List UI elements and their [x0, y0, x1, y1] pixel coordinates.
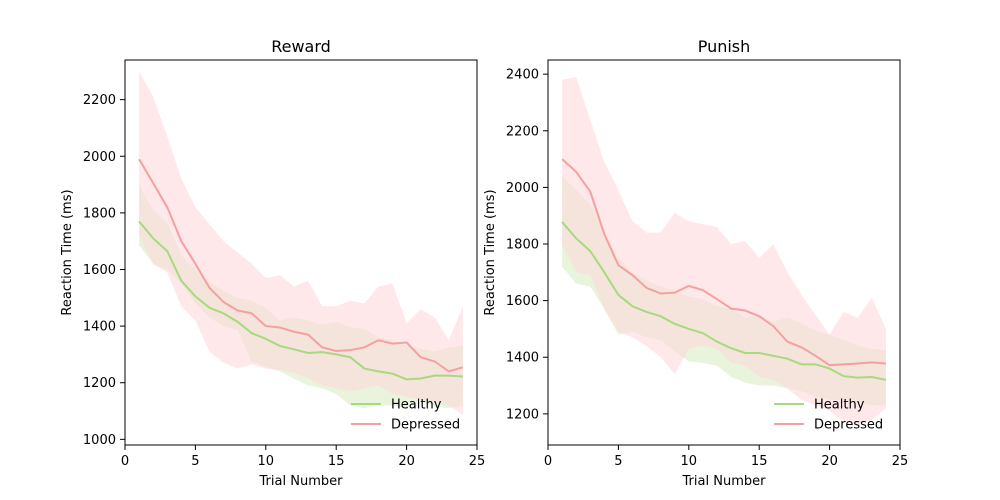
chart-panel-reward: 0 5 10 15 20 25 1000 1200 1400 1600 1800 2000 2200 Re…: [60, 37, 485, 489]
x-tick-label: 10: [258, 454, 275, 469]
series-line-healthy: [138, 220, 463, 381]
x-tick-label: 10: [681, 454, 698, 469]
y-tick-label: 2400: [506, 68, 539, 83]
x-tick-label: 25: [892, 454, 909, 469]
legend-label-healthy: Healthy: [814, 398, 865, 413]
series-line-depressed: [138, 158, 464, 373]
y-axis-label: Reaction Time (ms): [60, 189, 75, 315]
legend-label-depressed: Depressed: [391, 418, 460, 433]
y-tick-label: 1800: [506, 238, 539, 253]
confidence-band-depressed: [139, 71, 463, 416]
x-tick-label: 5: [614, 454, 622, 469]
x-tick-label: 25: [469, 454, 486, 469]
y-tick-label: 1600: [506, 294, 539, 309]
x-tick-label: 5: [191, 454, 199, 469]
confidence-band-depressed: [562, 76, 886, 426]
y-tick-label: 2200: [506, 124, 539, 139]
y-tick-label: 2000: [506, 181, 539, 196]
y-tick-label: 2200: [83, 93, 116, 108]
chart-title: Reward: [271, 37, 331, 56]
x-tick-label: 20: [821, 454, 838, 469]
y-axis-label: Reaction Time (ms): [483, 189, 498, 315]
chart-title: Punish: [698, 37, 751, 56]
x-tick-label: 0: [544, 454, 552, 469]
y-tick-label: 1400: [506, 351, 539, 366]
y-tick-label: 2000: [83, 150, 116, 165]
legend-label-depressed: Depressed: [814, 418, 883, 433]
x-tick-label: 0: [121, 454, 129, 469]
y-tick-label: 1600: [83, 263, 116, 278]
legend-label-healthy: Healthy: [391, 398, 442, 413]
plot-frame: [547, 59, 901, 446]
legend: Healthy Depressed: [774, 398, 883, 433]
y-tick-label: 1200: [83, 376, 116, 391]
x-axis-label: Trial Number: [259, 474, 344, 489]
x-axis-label: Trial Number: [682, 474, 767, 489]
series-line-healthy: [561, 221, 887, 381]
y-tick-label: 1000: [83, 433, 116, 448]
y-tick-label: 1200: [506, 407, 539, 422]
series-line-depressed: [561, 158, 886, 367]
legend: Healthy Depressed: [351, 398, 460, 433]
plot-frame: [124, 59, 478, 446]
chart-panel-punish: 0 5 10 15 20 25 1200 1400 1600 1800 2000 2200 2400 Pu…: [483, 37, 908, 489]
x-tick-label: 15: [751, 454, 768, 469]
x-tick-label: 20: [398, 454, 415, 469]
y-tick-label: 1800: [83, 206, 116, 221]
x-tick-label: 15: [328, 454, 345, 469]
y-tick-label: 1400: [83, 320, 116, 335]
